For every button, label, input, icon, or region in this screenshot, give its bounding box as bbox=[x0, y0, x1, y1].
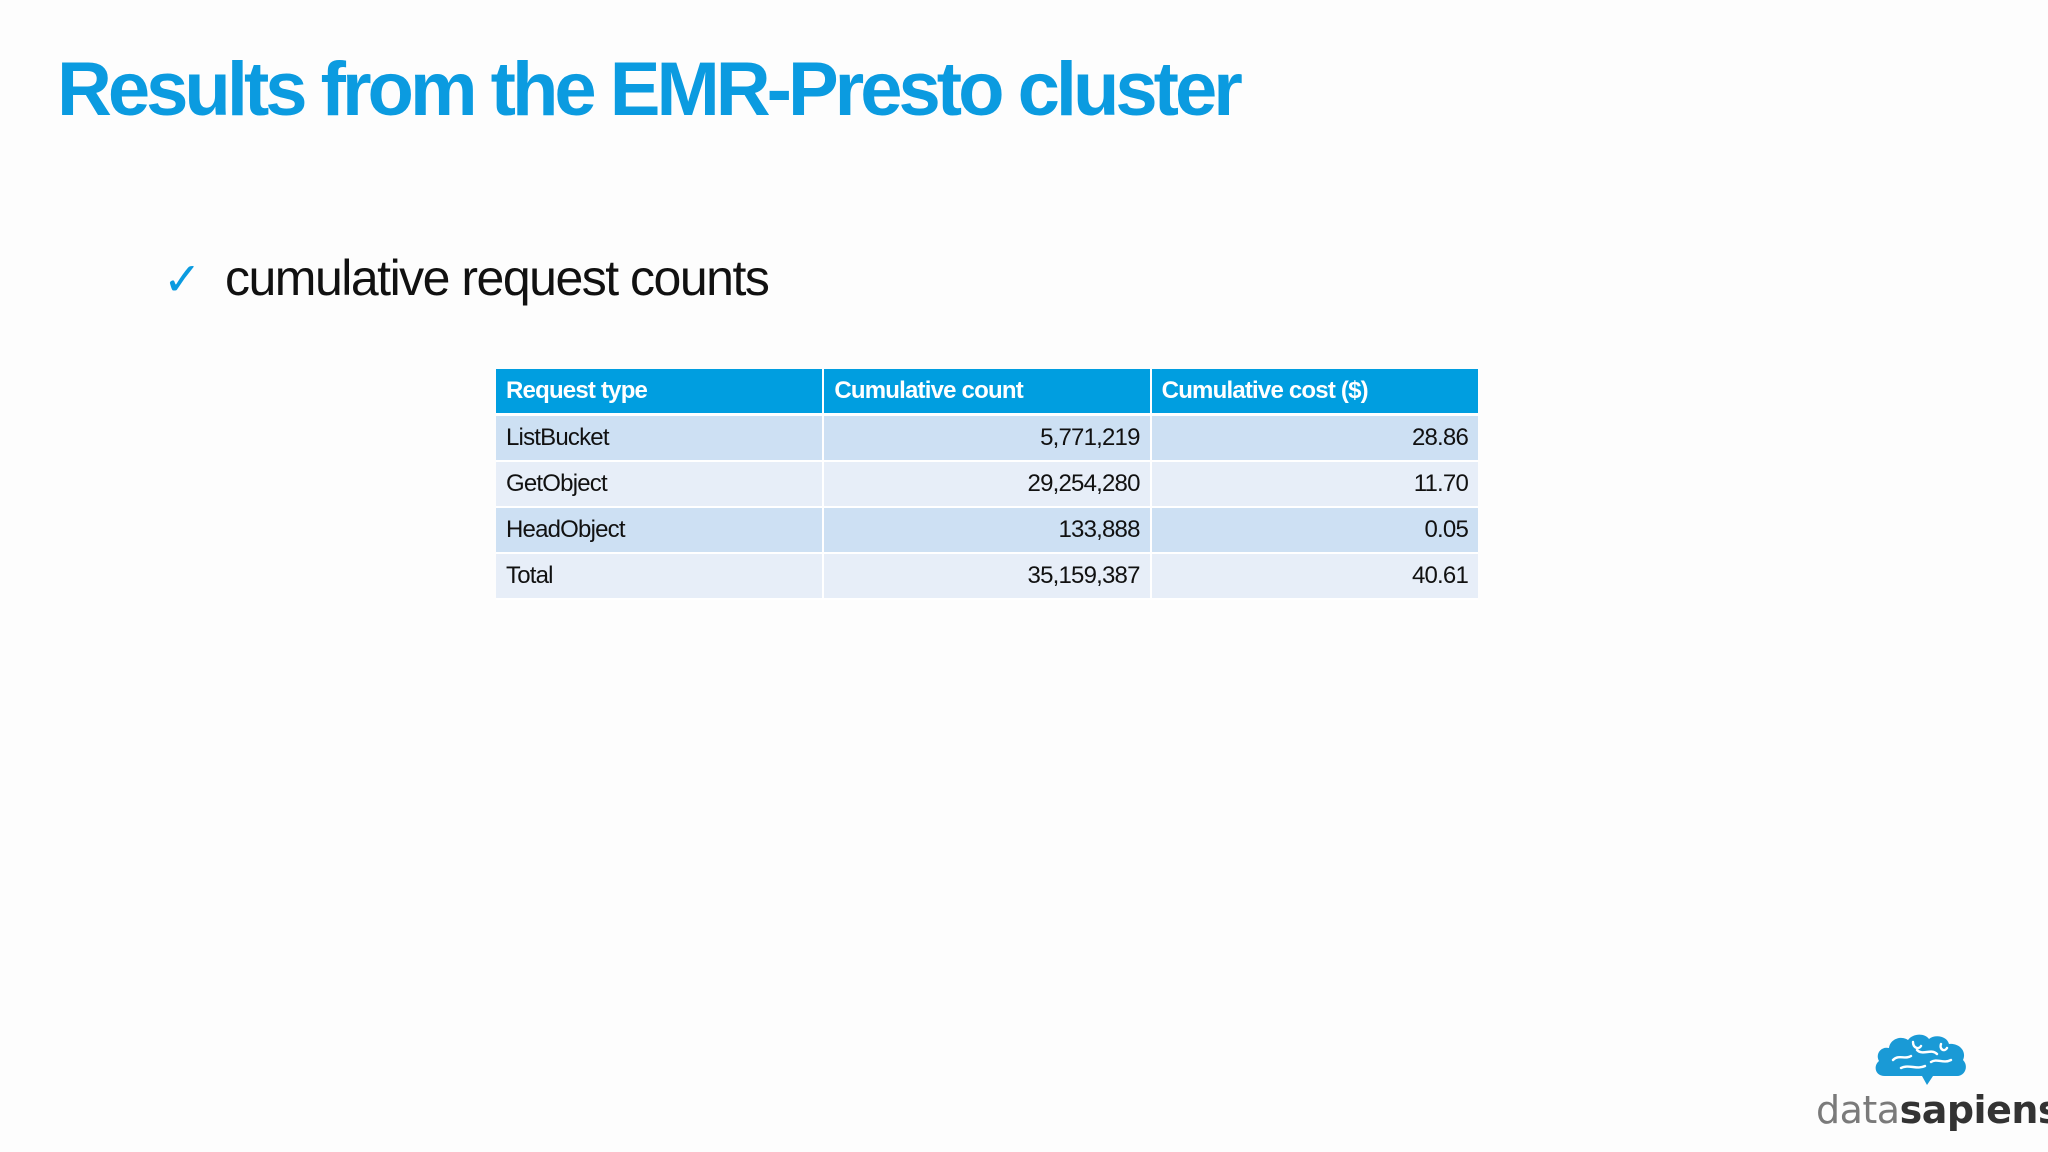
header-cumulative-count: Cumulative count bbox=[823, 369, 1152, 416]
header-cumulative-cost: Cumulative cost ($) bbox=[1150, 369, 1478, 416]
request-table: Request type Cumulative count Cumulative… bbox=[496, 369, 1478, 600]
cell-count: 133,888 bbox=[823, 507, 1152, 554]
logo-text-sapiens: sapiens bbox=[1899, 1088, 2048, 1132]
cell-request-type: HeadObject bbox=[496, 507, 825, 554]
checkmark-icon: ✓ bbox=[163, 251, 202, 306]
logo-text-data: data bbox=[1816, 1088, 1900, 1132]
cell-request-type: ListBucket bbox=[496, 414, 825, 462]
cell-cost: 0.05 bbox=[1150, 507, 1478, 554]
cell-request-type: GetObject bbox=[496, 461, 825, 508]
table-row: ListBucket 5,771,219 28.86 bbox=[496, 414, 1478, 462]
bullet-text: cumulative request counts bbox=[225, 250, 770, 306]
table-row-total: Total 35,159,387 40.61 bbox=[496, 553, 1478, 600]
cell-cost: 40.61 bbox=[1150, 553, 1478, 600]
cell-count: 29,254,280 bbox=[823, 461, 1152, 508]
brain-icon bbox=[1875, 1034, 1966, 1085]
logo-wordmark: datasapiens bbox=[1816, 1088, 2048, 1132]
bullet-item: ✓ cumulative request counts bbox=[163, 250, 770, 308]
table-row: GetObject 29,254,280 11.70 bbox=[496, 461, 1478, 508]
cell-count: 5,771,219 bbox=[823, 414, 1152, 462]
cell-count: 35,159,387 bbox=[823, 553, 1152, 600]
datasapiens-logo: datasapiens bbox=[1808, 1030, 2048, 1140]
header-request-type: Request type bbox=[496, 369, 825, 416]
cell-cost: 11.70 bbox=[1150, 461, 1478, 508]
cell-cost: 28.86 bbox=[1150, 414, 1478, 462]
slide-title: Results from the EMR-Presto cluster bbox=[57, 47, 1243, 132]
cell-request-type: Total bbox=[496, 553, 825, 600]
table-row: HeadObject 133,888 0.05 bbox=[496, 507, 1478, 554]
table-header-row: Request type Cumulative count Cumulative… bbox=[496, 369, 1478, 416]
